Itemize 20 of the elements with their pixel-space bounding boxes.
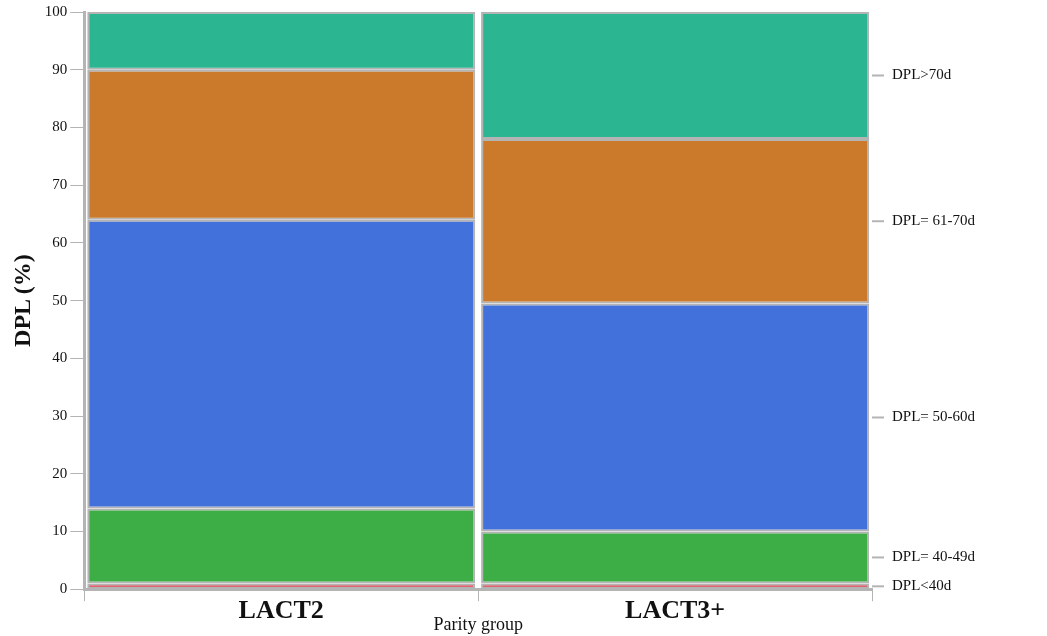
y-tick-label: 10 [52, 522, 68, 539]
y-tick-label: 0 [59, 580, 68, 597]
series-label: DPL= 40-49d [892, 548, 976, 565]
series-label: DPL= 61-70d [892, 212, 976, 229]
y-tick-label: 20 [52, 464, 68, 481]
y-tick-label: 60 [52, 233, 68, 250]
y-tick-label: 50 [52, 291, 68, 308]
y-tick-label: 100 [44, 2, 68, 19]
x-axis-title: Parity group [433, 613, 523, 634]
y-tick-label: 90 [52, 60, 68, 77]
y-axis-title: DPL (%) [8, 254, 35, 347]
series-label: DPL= 50-60d [892, 408, 976, 425]
series-label: DPL>70d [892, 66, 952, 83]
x-tick-label: LACT3+ [625, 594, 726, 624]
y-tick-label: 70 [52, 176, 68, 193]
series-label: DPL<40d [892, 577, 952, 594]
y-tick-label: 40 [52, 349, 68, 366]
y-tick-label: 80 [52, 118, 68, 135]
y-tick-label: 30 [52, 406, 68, 423]
x-tick-label: LACT2 [238, 594, 324, 624]
